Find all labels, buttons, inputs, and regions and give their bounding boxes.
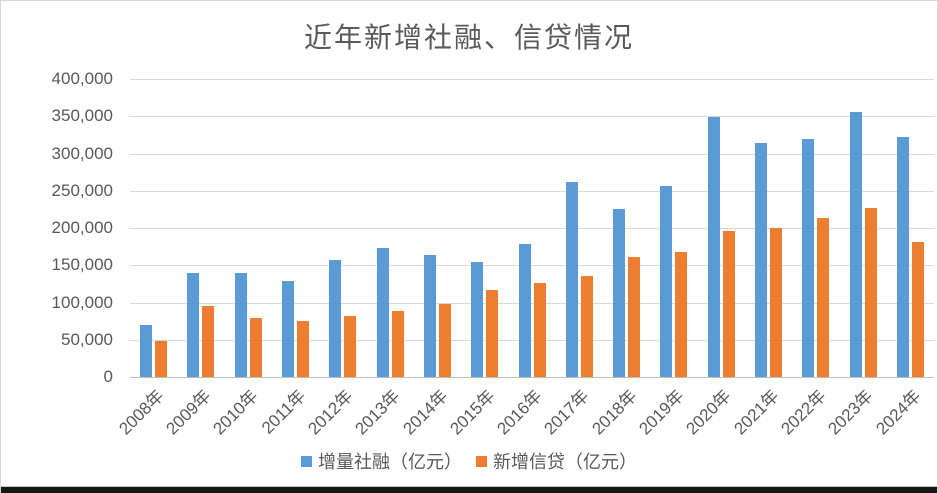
bar-xindai-2008 [155, 340, 168, 377]
y-axis-tick-label: 50,000 [61, 329, 113, 349]
legend-swatch-sherong [301, 455, 312, 467]
bar-sherong-2015 [471, 262, 484, 377]
bar-sherong-2014 [423, 254, 436, 377]
bar-xindai-2019 [675, 251, 688, 377]
gridline [130, 116, 934, 118]
gridline [130, 339, 934, 341]
x-axis-tick-label: 2009年 [162, 386, 215, 439]
bar-sherong-2020 [707, 117, 720, 377]
x-axis-tick-label: 2008年 [115, 386, 168, 439]
bar-xindai-2016 [533, 282, 546, 377]
bar-sherong-2024 [896, 136, 909, 377]
bar-sherong-2021 [755, 143, 767, 377]
x-axis-tick-label: 2011年 [257, 386, 310, 438]
gridline [130, 79, 934, 80]
legend-item-xindai: 新增信贷（亿元） [476, 448, 637, 474]
bar-xindai-2010 [249, 317, 262, 377]
y-axis-tick-label: 200,000 [51, 218, 113, 237]
gridline [130, 153, 934, 155]
y-axis-tick-label: 100,000 [51, 292, 113, 312]
x-axis-tick-label: 2022年 [777, 386, 830, 439]
x-axis-tick-label: 2018年 [588, 386, 641, 439]
bar-xindai-2014 [438, 304, 451, 377]
bottom-edge-bar [1, 486, 937, 493]
bar-sherong-2016 [518, 244, 531, 377]
legend-label: 增量社融（亿元） [318, 452, 462, 472]
x-axis-tick-label: 2017年 [540, 386, 594, 439]
bar-xindai-2021 [770, 228, 782, 377]
bar-xindai-2011 [297, 321, 309, 377]
gridline [130, 265, 934, 267]
bar-sherong-2019 [660, 186, 673, 377]
legend-item-sherong: 增量社融（亿元） [301, 448, 462, 474]
x-axis-tick-label: 2015年 [446, 386, 499, 439]
bar-sherong-2017 [565, 182, 578, 377]
legend: 增量社融（亿元） 新增信贷（亿元） [1, 450, 937, 472]
bar-sherong-2010 [234, 272, 247, 377]
x-axis-tick-label: 2019年 [635, 386, 688, 439]
x-axis-tick-label: 2024年 [871, 386, 925, 439]
bar-sherong-2009 [187, 273, 200, 377]
bar-xindai-2017 [580, 276, 593, 377]
x-axis-tick-label: 2014年 [398, 386, 452, 439]
y-axis-tick-label: 350,000 [51, 106, 113, 126]
bar-xindai-2020 [722, 230, 735, 377]
bar-sherong-2008 [140, 325, 153, 377]
bar-xindai-2009 [202, 305, 215, 377]
x-axis-tick-label: 2010年 [209, 386, 262, 439]
x-axis-tick-label: 2016年 [493, 386, 546, 439]
chart-title: 近年新增社融、信贷情况 [303, 23, 634, 54]
bar-xindai-2024 [911, 242, 924, 377]
bar-xindai-2022 [817, 218, 830, 377]
bar-xindai-2023 [864, 207, 877, 377]
bar-sherong-2022 [802, 138, 815, 377]
gridline [130, 190, 934, 192]
legend-swatch-xindai [476, 455, 487, 467]
bar-xindai-2015 [486, 289, 499, 377]
gridline [130, 228, 934, 229]
y-axis-tick-label: 0 [103, 367, 113, 386]
gridline [130, 302, 934, 304]
bar-sherong-2023 [849, 111, 862, 377]
x-axis-tick-label: 2013年 [351, 386, 404, 439]
legend-label: 新增信贷（亿元） [493, 452, 637, 472]
bar-sherong-2018 [613, 209, 626, 377]
y-axis-tick-label: 150,000 [51, 255, 113, 275]
y-axis-tick-label: 300,000 [51, 143, 113, 163]
bar-xindai-2013 [391, 310, 404, 377]
bar-sherong-2013 [376, 248, 389, 377]
bar-sherong-2012 [329, 259, 342, 377]
x-axis-tick-label: 2020年 [682, 386, 735, 439]
bar-sherong-2011 [282, 281, 294, 377]
x-axis-tick-label: 2023年 [824, 386, 877, 439]
x-axis-line [130, 377, 934, 378]
y-axis-tick-label: 400,000 [51, 69, 113, 88]
bar-xindai-2012 [344, 315, 357, 377]
x-axis-tick-label: 2012年 [304, 386, 357, 439]
bar-xindai-2018 [628, 256, 641, 377]
x-axis-tick-label: 2021年 [730, 386, 783, 439]
y-axis-tick-label: 250,000 [51, 180, 113, 200]
